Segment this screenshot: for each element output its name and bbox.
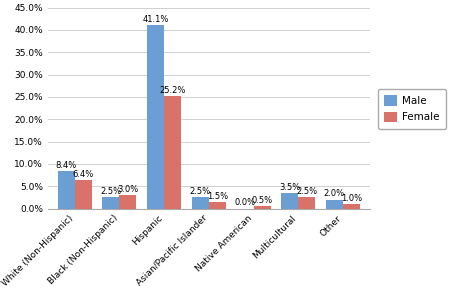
Text: 2.5%: 2.5% [100,187,121,196]
Bar [102,198,119,209]
Text: 1.5%: 1.5% [207,192,228,201]
Text: 3.5%: 3.5% [279,183,301,192]
Text: 0.0%: 0.0% [235,198,255,207]
Legend: Male, Female: Male, Female [378,89,446,129]
Bar [75,180,92,209]
Bar [192,198,209,209]
Text: 6.4%: 6.4% [73,170,94,179]
Text: 8.4%: 8.4% [55,161,77,170]
Text: 41.1%: 41.1% [143,15,169,24]
Text: 25.2%: 25.2% [159,86,186,95]
Text: 0.5%: 0.5% [252,196,273,205]
Text: 2.5%: 2.5% [190,187,211,196]
Bar [164,96,181,209]
Bar [343,204,360,209]
Bar [298,198,315,209]
Text: 2.0%: 2.0% [324,189,345,198]
Bar [58,171,75,209]
Bar [119,195,137,209]
Bar [254,207,271,209]
Bar [326,200,343,209]
Bar [147,25,164,209]
Text: 1.0%: 1.0% [341,194,362,203]
Text: 2.5%: 2.5% [296,187,317,196]
Text: 3.0%: 3.0% [118,185,138,194]
Bar [281,193,298,209]
Bar [209,202,226,209]
